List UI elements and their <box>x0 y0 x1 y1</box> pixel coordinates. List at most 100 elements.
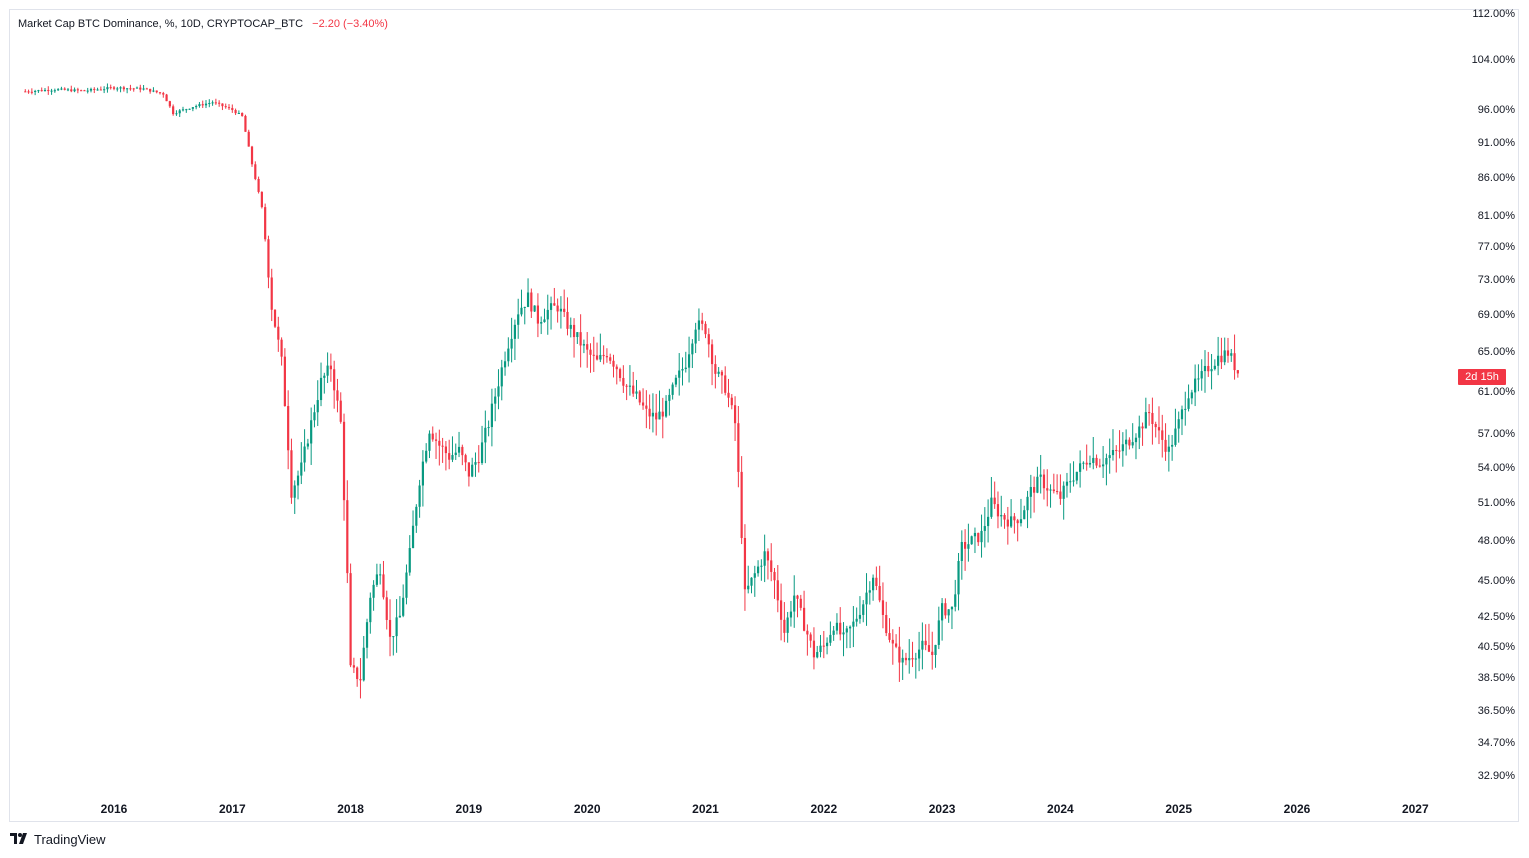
candle <box>885 601 888 637</box>
candle <box>996 491 1000 529</box>
y-tick-label: 104.00% <box>1471 54 1515 67</box>
candle-body <box>766 551 770 561</box>
candle <box>490 388 494 447</box>
candle-body <box>743 537 747 590</box>
candle <box>185 108 188 113</box>
candle-body <box>1079 463 1082 472</box>
candle-body <box>126 88 129 90</box>
candle-body <box>96 89 99 91</box>
candle-body <box>921 640 924 650</box>
candle-body <box>490 403 494 428</box>
candle <box>375 563 378 587</box>
candle-body <box>770 560 773 572</box>
candle <box>1108 438 1111 474</box>
candle <box>336 378 339 413</box>
candle-body <box>622 377 625 386</box>
candle <box>549 296 553 330</box>
candle-body <box>1161 430 1164 440</box>
candle <box>1056 474 1059 495</box>
candle <box>911 641 914 668</box>
candle-body <box>149 88 152 92</box>
candle <box>894 634 898 649</box>
candle-body <box>231 107 234 111</box>
candle <box>937 606 940 650</box>
candle-body <box>648 408 651 417</box>
candle <box>369 592 372 634</box>
candle <box>372 580 375 611</box>
candle-body <box>645 405 648 409</box>
candle <box>714 355 717 389</box>
x-tick-label: 2026 <box>1283 802 1311 816</box>
candle-body <box>388 619 392 637</box>
candle-body <box>250 146 254 165</box>
candle <box>1029 474 1032 519</box>
x-tick-label: 2017 <box>218 802 246 816</box>
candle <box>1121 432 1124 467</box>
candle-body <box>763 551 766 566</box>
candle-body <box>1121 444 1124 452</box>
candle-body <box>1184 408 1187 410</box>
candle <box>503 351 507 376</box>
candle-body <box>1167 446 1170 452</box>
candle <box>1184 391 1187 426</box>
candle-body <box>86 90 89 92</box>
candle <box>280 337 283 366</box>
candle <box>687 336 691 383</box>
candle-body <box>1194 378 1197 393</box>
candle-body <box>885 614 888 634</box>
candle-body <box>1010 516 1013 527</box>
candle-body <box>543 319 546 323</box>
y-tick-label: 61.00% <box>1477 385 1515 398</box>
candle-body <box>362 647 365 681</box>
candle <box>674 374 678 388</box>
candle <box>559 296 563 329</box>
candle <box>605 348 609 363</box>
candle <box>553 287 556 306</box>
candle <box>310 407 313 465</box>
candle <box>658 390 661 420</box>
candle <box>592 336 595 373</box>
candle <box>106 83 109 93</box>
candle <box>34 89 37 96</box>
candle-body <box>635 391 638 394</box>
candle-body <box>1233 353 1236 371</box>
candle <box>1220 337 1223 370</box>
candle-body <box>1062 485 1065 499</box>
candle-body <box>858 614 862 619</box>
candle-body <box>310 420 313 444</box>
candle-body <box>990 497 993 517</box>
candle <box>609 353 612 365</box>
candle <box>572 318 576 358</box>
candle <box>1046 469 1049 507</box>
candle-body <box>168 101 171 107</box>
candle <box>480 425 484 465</box>
candle <box>431 426 434 442</box>
candle <box>655 393 658 436</box>
candle-body <box>306 443 309 447</box>
candle <box>165 93 168 102</box>
candle-body <box>172 106 175 115</box>
candle <box>1003 513 1006 529</box>
candle-body <box>967 544 970 549</box>
candle-body <box>60 88 63 90</box>
candle-body <box>868 590 871 593</box>
candle <box>964 529 967 571</box>
candle <box>257 176 260 194</box>
candle-body <box>556 305 559 312</box>
candle-body <box>1174 428 1177 445</box>
candle <box>1019 498 1023 527</box>
candle <box>1200 359 1203 391</box>
candle-body <box>129 88 132 90</box>
candle-body <box>655 412 658 420</box>
candle <box>1217 336 1220 376</box>
candle-body <box>1177 419 1180 429</box>
candle-body <box>668 394 671 401</box>
x-tick-label: 2019 <box>455 802 483 816</box>
tradingview-branding[interactable]: TradingView <box>10 832 106 847</box>
candle-body <box>812 640 816 658</box>
candle-body <box>303 446 306 463</box>
candle <box>576 332 579 344</box>
candle-body <box>273 309 277 327</box>
candle-body <box>411 525 415 549</box>
